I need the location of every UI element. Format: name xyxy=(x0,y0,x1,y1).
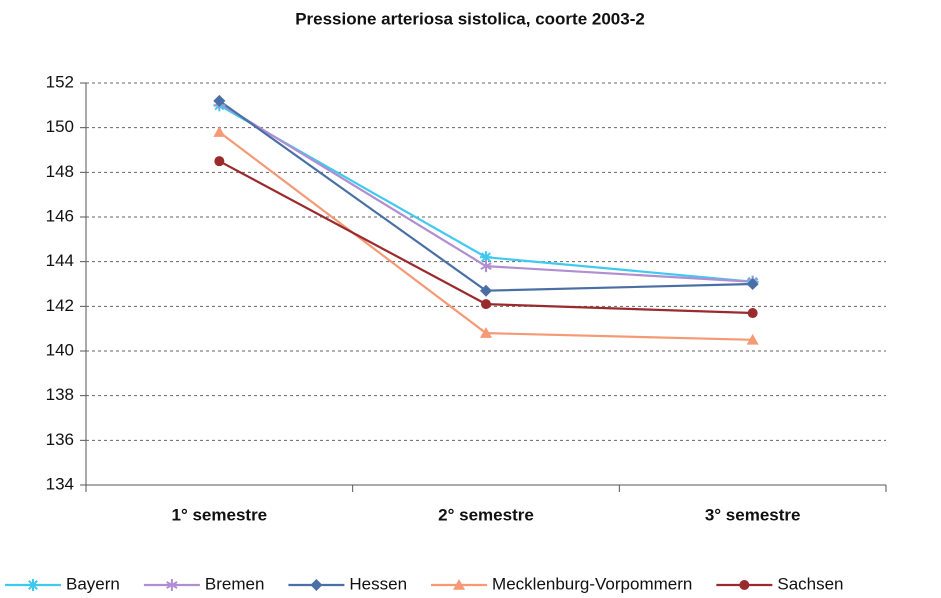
marker xyxy=(213,94,226,107)
marker xyxy=(453,579,466,590)
marker-shape xyxy=(214,156,225,167)
marker xyxy=(27,579,39,591)
marker xyxy=(746,333,759,345)
marker xyxy=(213,126,226,137)
y-tick-label: 144 xyxy=(46,251,74,270)
y-tick-label: 152 xyxy=(46,72,74,91)
y-tick-label: 136 xyxy=(46,430,74,449)
y-tick-label: 150 xyxy=(46,117,74,136)
marker-shape xyxy=(480,262,492,270)
x-tick-label: 3° semestre xyxy=(705,505,801,524)
marker xyxy=(481,299,491,310)
marker xyxy=(214,156,225,167)
marker-shape xyxy=(28,580,38,590)
marker xyxy=(480,327,492,338)
legend-label: Bayern xyxy=(66,574,120,593)
legend-label: Hessen xyxy=(349,574,407,593)
y-tick-label: 146 xyxy=(46,206,74,225)
legend-label: Sachsen xyxy=(777,574,843,593)
marker-shape xyxy=(480,284,492,297)
y-tick-label: 140 xyxy=(46,340,74,359)
marker xyxy=(746,278,759,290)
marker xyxy=(480,284,492,297)
marker xyxy=(480,260,492,273)
marker-shape xyxy=(310,579,323,591)
y-tick-label: 138 xyxy=(46,385,74,404)
marker-shape xyxy=(481,252,491,263)
marker xyxy=(739,580,750,590)
marker xyxy=(310,579,323,591)
marker-shape xyxy=(746,333,759,345)
marker xyxy=(480,251,492,264)
marker-shape xyxy=(746,278,759,290)
y-tick-label: 148 xyxy=(46,162,74,181)
marker-shape xyxy=(166,581,178,589)
marker-shape xyxy=(481,299,491,310)
y-tick-label: 134 xyxy=(46,474,74,493)
marker-shape xyxy=(213,126,226,137)
marker-shape xyxy=(213,94,226,107)
legend-label: Bremen xyxy=(205,574,265,593)
y-tick-label: 142 xyxy=(46,296,74,315)
chart-title: Pressione arteriosa sistolica, coorte 20… xyxy=(295,9,645,28)
marker-shape xyxy=(747,308,758,319)
x-tick-label: 2° semestre xyxy=(438,505,534,524)
marker xyxy=(747,308,758,319)
marker-shape xyxy=(739,580,750,590)
marker xyxy=(166,579,178,591)
x-tick-label: 1° semestre xyxy=(172,505,268,524)
marker-shape xyxy=(453,579,466,590)
legend-label: Mecklenburg-Vorpommern xyxy=(492,574,692,593)
marker-shape xyxy=(480,327,492,338)
